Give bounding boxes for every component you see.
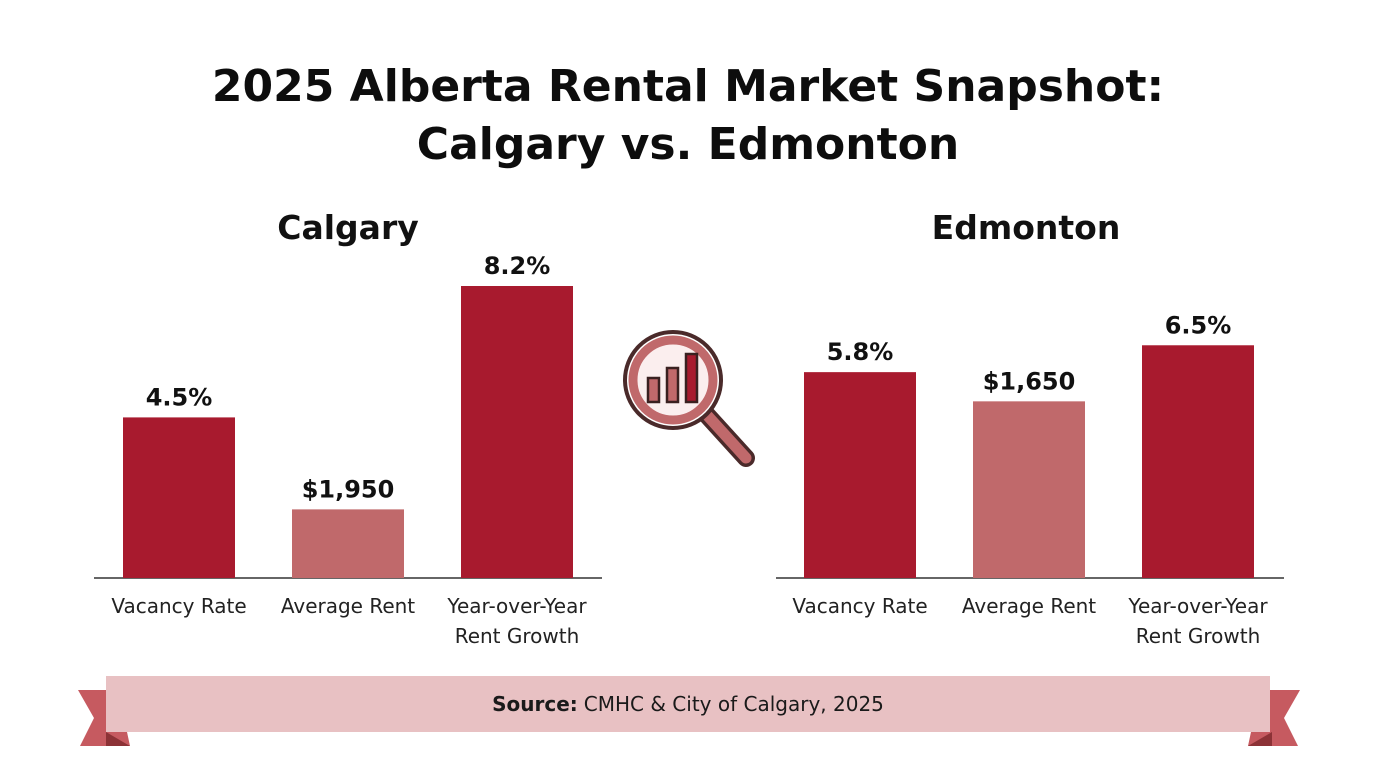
source-banner: Source: CMHC & City of Calgary, 2025 xyxy=(78,676,1300,746)
calgary-bar-3 xyxy=(461,286,573,578)
edmonton-bar-2 xyxy=(973,401,1085,578)
edmonton-category-label-2: Average Rent xyxy=(962,594,1096,618)
edmonton-category-label-1: Vacancy Rate xyxy=(792,594,927,618)
chart-title: 2025 Alberta Rental Market Snapshot: Cal… xyxy=(0,58,1376,174)
edmonton-category-label-3-line-1: Year-over-Year xyxy=(1127,594,1268,618)
edmonton-bar-3 xyxy=(1142,345,1254,578)
calgary-panel-title: Calgary xyxy=(277,208,419,247)
source-text: CMHC & City of Calgary, 2025 xyxy=(583,692,884,716)
edmonton-bar-1 xyxy=(804,372,916,578)
charts-canvas: 4.5% Vacancy Rate $1,950 Average Rent 8.2% Ye… xyxy=(94,252,1284,648)
calgary-category-label-2: Average Rent xyxy=(281,594,415,618)
edmonton-category-label-3-line-2: Rent Growth xyxy=(1136,624,1261,648)
edmonton-data-label-3: 6.5% xyxy=(1165,311,1232,339)
calgary-data-label-1: 4.5% xyxy=(146,383,213,411)
calgary-data-label-2: $1,950 xyxy=(302,475,395,503)
edmonton-panel-title: Edmonton xyxy=(931,208,1121,247)
calgary-category-label-3-line-2: Rent Growth xyxy=(455,624,580,648)
calgary-data-label-3: 8.2% xyxy=(484,252,551,280)
calgary-category-label-1: Vacancy Rate xyxy=(111,594,246,618)
chart-title-line-2: Calgary vs. Edmonton xyxy=(416,119,960,170)
calgary-bar-1 xyxy=(123,417,235,578)
calgary-category-label-3-line-1: Year-over-Year xyxy=(446,594,587,618)
chart-title-line-1: 2025 Alberta Rental Market Snapshot: xyxy=(211,61,1165,112)
magnifying-glass-chart-icon xyxy=(623,330,755,467)
edmonton-data-label-1: 5.8% xyxy=(827,338,894,366)
source-label: Source: xyxy=(492,692,578,716)
source-note: Source: CMHC & City of Calgary, 2025 xyxy=(106,676,1270,732)
edmonton-data-label-2: $1,650 xyxy=(983,367,1076,395)
calgary-bar-2 xyxy=(292,509,404,578)
